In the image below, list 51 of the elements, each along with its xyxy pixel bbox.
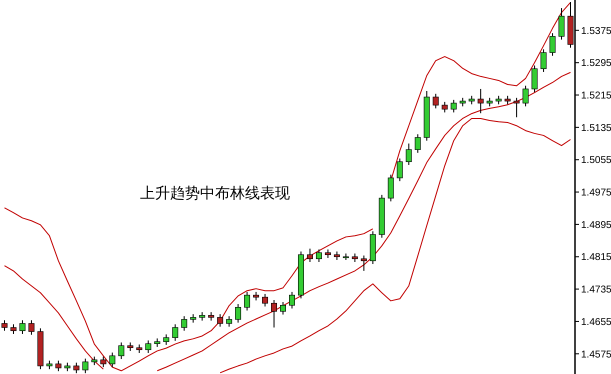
y-tick-label: 1.4575 [581,349,611,360]
candlestick [217,314,224,328]
y-tick-label: 1.4735 [581,284,611,296]
candlestick [532,65,538,93]
candlestick [82,358,88,374]
candlestick [396,158,403,182]
candlestick [172,324,178,342]
candlestick [235,304,242,324]
candlestick [100,356,106,368]
candlestick [414,134,421,154]
y-tick-label: 1.4815 [581,252,611,264]
candlestick [244,291,250,312]
y-tick-label: 1.5215 [581,90,611,102]
candlestick [280,302,286,316]
y-tick-label: 1.5055 [581,155,611,166]
candlestick [109,352,116,368]
y-tick-label: 1.5375 [581,26,611,37]
candlestick [558,8,565,40]
candlestick [550,32,556,56]
candlestick [181,316,188,332]
candlestick [73,362,80,374]
y-tick-label: 1.4975 [581,188,611,199]
candlestick [522,85,529,107]
candlestick [450,99,457,113]
candlestick [271,300,278,328]
candlestick [316,248,322,262]
candlestick [432,93,439,109]
candlestick [19,320,26,334]
candlestick [360,255,367,272]
candlestick [226,316,232,328]
candlestick [288,291,295,309]
candlestick [388,174,394,202]
y-tick-label: 1.4895 [581,220,611,231]
y-tick-label: 1.4655 [581,316,611,328]
candlestick [262,293,268,307]
candlestick [55,360,62,372]
candlestick [442,101,448,113]
candlestick [406,143,412,166]
y-tick-label: 1.5135 [581,122,611,134]
candlestick [1,320,8,332]
candlestick [10,324,16,334]
candlestick [118,342,124,360]
candlestick [540,48,547,72]
candlestick [514,97,520,118]
annotation: 上升趋势中布林线表现 [140,184,290,202]
candlestick [28,320,34,336]
candlestick [478,88,484,114]
y-tick-label: 1.5295 [581,58,611,70]
candlestick [145,340,152,354]
candlestick [306,248,313,262]
candlestick [163,334,170,346]
